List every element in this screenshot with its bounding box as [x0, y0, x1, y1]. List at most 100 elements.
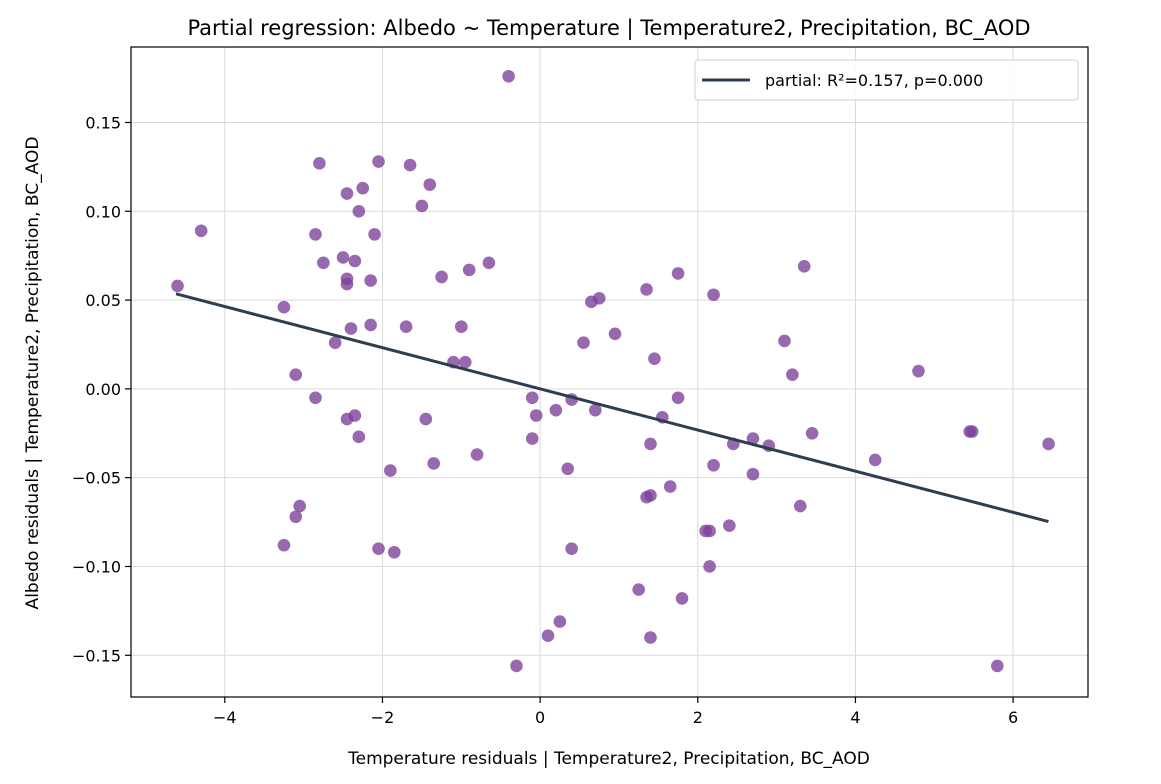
axis-ticks: −4 −2 0 2 4 6 −0.15 −0.10 −0.05 0.00 0.05 0.10 0.15 — [72, 113, 1018, 727]
data-point — [328, 336, 342, 349]
data-point — [965, 425, 979, 438]
data-point — [793, 499, 807, 513]
x-tick-label: 6 — [1008, 708, 1018, 727]
data-point — [549, 403, 563, 417]
data-point — [663, 480, 677, 493]
data-point — [423, 178, 437, 191]
data-point — [348, 254, 362, 268]
data-point — [289, 368, 303, 381]
data-point — [707, 288, 720, 302]
data-point — [277, 538, 291, 552]
data-point — [675, 592, 689, 605]
scatter-points — [171, 70, 1055, 673]
data-point — [565, 542, 578, 556]
data-point — [529, 409, 543, 422]
data-point — [289, 510, 303, 524]
data-point — [427, 457, 441, 470]
data-point — [356, 181, 370, 195]
data-point — [561, 462, 575, 476]
data-point — [372, 542, 385, 556]
data-point — [723, 519, 736, 532]
data-point — [746, 432, 760, 445]
data-point — [364, 274, 377, 287]
data-point — [336, 251, 350, 264]
data-point — [671, 391, 685, 405]
data-point — [648, 352, 661, 365]
data-point — [435, 270, 448, 284]
chart-title: Partial regression: Albedo ~ Temperature… — [187, 16, 1030, 41]
y-tick-label: 0.15 — [85, 113, 121, 132]
regression-line — [175, 292, 1049, 524]
data-point — [194, 224, 208, 238]
data-point — [510, 659, 523, 673]
data-point — [703, 524, 716, 538]
data-point — [592, 291, 606, 305]
data-point — [387, 545, 401, 559]
data-point — [525, 432, 539, 445]
data-point — [470, 448, 484, 461]
grid — [131, 47, 1088, 697]
data-point — [912, 364, 925, 378]
data-point — [640, 283, 653, 296]
data-point — [403, 158, 417, 172]
data-point — [707, 458, 720, 472]
data-point — [293, 499, 306, 513]
data-point — [778, 334, 791, 348]
data-point — [482, 256, 496, 270]
data-point — [541, 629, 555, 643]
data-point — [644, 437, 657, 451]
data-point — [786, 368, 799, 381]
data-point — [746, 467, 760, 481]
data-point — [991, 659, 1004, 673]
data-point — [340, 187, 354, 200]
data-point — [384, 464, 397, 477]
data-point — [458, 355, 472, 369]
data-point — [348, 409, 362, 422]
data-point — [671, 267, 685, 280]
data-point — [344, 322, 358, 335]
data-point — [399, 320, 413, 334]
y-tick-label: −0.10 — [72, 557, 121, 576]
x-tick-label: 0 — [535, 708, 545, 727]
data-point — [415, 199, 429, 213]
data-point — [352, 204, 366, 218]
y-tick-label: −0.15 — [72, 646, 121, 665]
x-tick-label: 4 — [850, 708, 860, 727]
data-point — [171, 279, 184, 293]
legend-label: partial: R²=0.157, p=0.000 — [765, 71, 983, 90]
data-point — [317, 256, 330, 270]
data-point — [1042, 437, 1055, 451]
data-point — [454, 320, 468, 334]
data-point — [309, 228, 322, 241]
data-point — [525, 391, 539, 405]
data-point — [462, 263, 476, 277]
plot-frame — [130, 46, 1089, 698]
data-point — [703, 560, 716, 573]
data-point — [797, 260, 811, 273]
data-point — [352, 430, 366, 444]
data-point — [644, 631, 657, 644]
legend-box — [694, 59, 1079, 101]
data-point — [372, 155, 385, 168]
x-axis-title: Temperature residuals | Temperature2, Pr… — [347, 749, 870, 769]
data-point — [419, 412, 433, 426]
x-tick-label: 2 — [693, 708, 703, 727]
data-point — [368, 228, 381, 241]
data-point — [577, 336, 590, 349]
y-tick-label: 0.05 — [85, 291, 121, 310]
x-tick-label: −4 — [213, 708, 237, 727]
legend: partial: R²=0.157, p=0.000 — [694, 59, 1079, 101]
y-tick-label: 0.00 — [85, 380, 121, 399]
data-point — [364, 318, 377, 332]
data-point — [608, 327, 622, 341]
data-point — [632, 583, 645, 596]
data-point — [553, 615, 567, 628]
data-point — [502, 70, 515, 83]
data-point — [309, 391, 322, 405]
data-point — [313, 157, 326, 170]
regression-line-group — [175, 292, 1049, 524]
data-point — [868, 453, 882, 467]
data-point — [340, 272, 354, 286]
